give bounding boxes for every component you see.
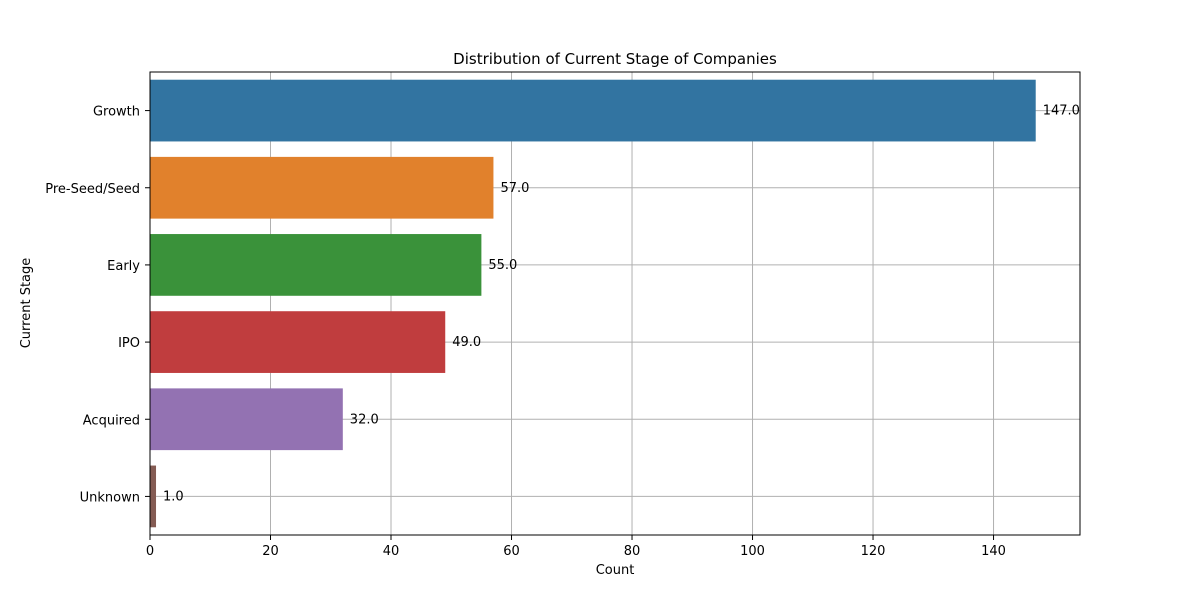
x-tick-label: 140 xyxy=(981,544,1006,559)
x-tick-label: 0 xyxy=(146,544,154,559)
bar xyxy=(150,234,482,296)
y-axis-title: Current Stage xyxy=(19,258,34,349)
bar xyxy=(150,388,343,451)
x-tick-label: 100 xyxy=(740,544,765,559)
ticks: 0 20 40 60 80 100 120 140 Growth Pre-Seed/Seed Ear… xyxy=(45,105,1006,559)
y-tick-label: Unknown xyxy=(80,490,140,505)
x-tick-label: 80 xyxy=(624,544,641,559)
bar xyxy=(150,79,1036,142)
bar xyxy=(150,156,494,219)
y-tick-label: Pre-Seed/Seed xyxy=(45,182,140,197)
x-tick-label: 60 xyxy=(503,544,520,559)
bar xyxy=(150,465,157,528)
y-tick-label: Early xyxy=(107,259,140,274)
bar xyxy=(150,311,446,373)
x-tick-label: 20 xyxy=(262,544,279,559)
bar-value-label: 55.0 xyxy=(488,258,517,273)
bar-value-label: 57.0 xyxy=(500,181,529,196)
y-tick-label: Acquired xyxy=(83,413,140,428)
bar-value-label: 1.0 xyxy=(163,489,184,504)
chart-title: Distribution of Current Stage of Compani… xyxy=(453,50,777,68)
plot-frame xyxy=(149,71,1081,536)
y-tick-label: IPO xyxy=(118,336,140,351)
y-tick-label: Growth xyxy=(93,105,140,120)
bar-value-label: 32.0 xyxy=(350,412,379,427)
x-tick-label: 120 xyxy=(861,544,886,559)
data-labels: 147.0 57.0 55.0 49.0 32.0 1.0 xyxy=(163,104,1080,505)
x-tick-label: 40 xyxy=(383,544,400,559)
bar-value-label: 147.0 xyxy=(1043,104,1080,119)
bar-value-label: 49.0 xyxy=(452,335,481,350)
x-axis-title: Count xyxy=(596,563,635,578)
bars xyxy=(150,79,1036,528)
